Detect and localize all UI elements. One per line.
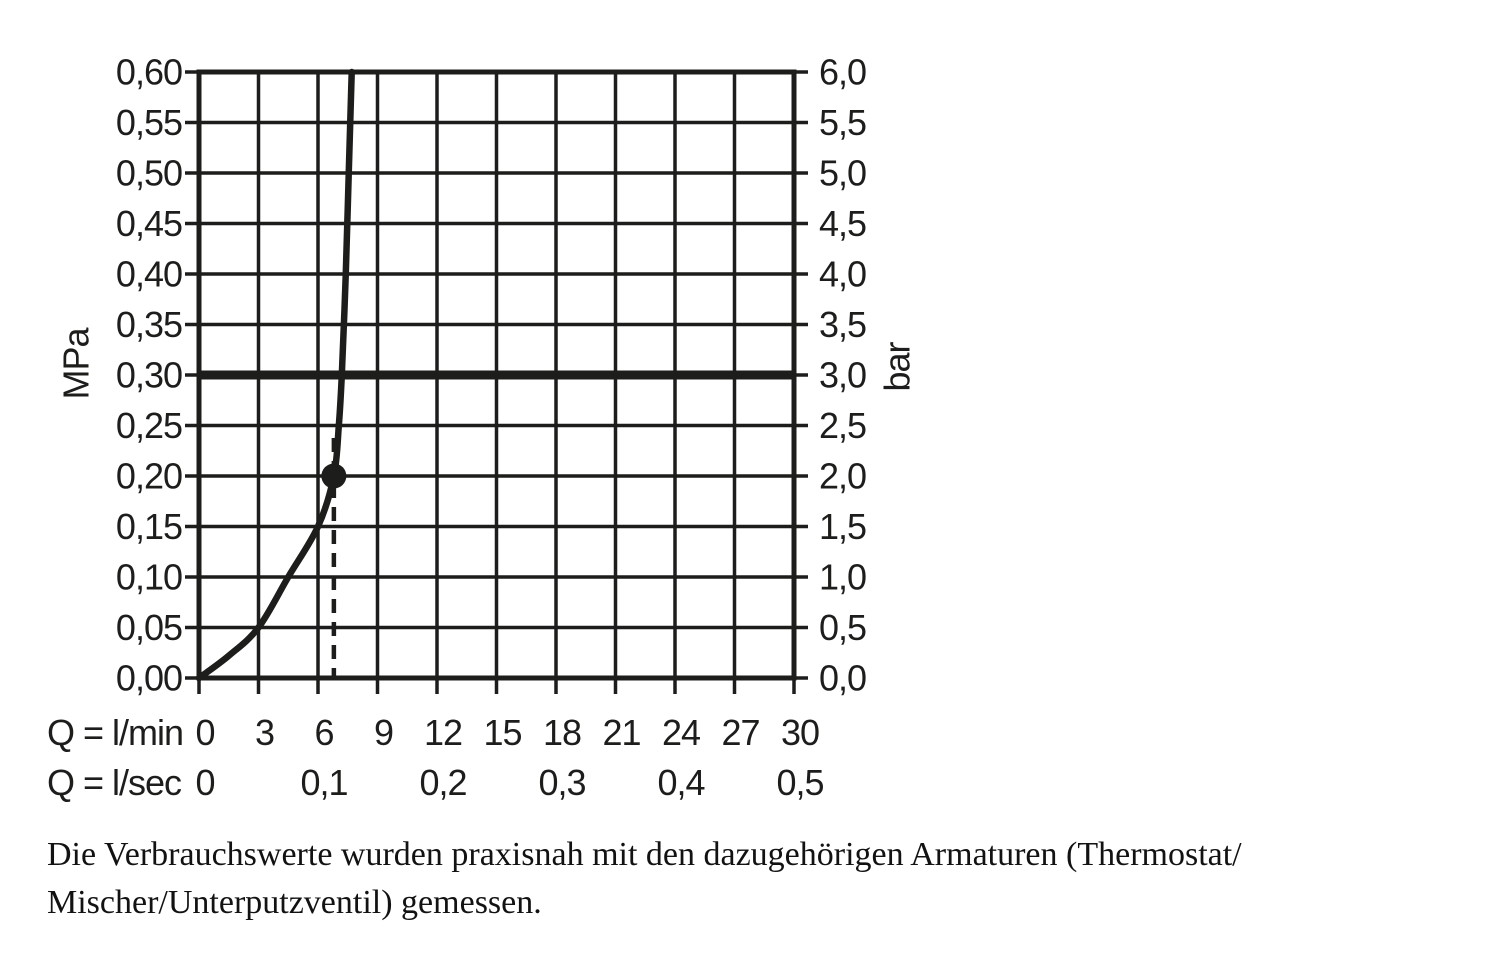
left-axis-tick-label: 0,45 bbox=[116, 203, 182, 244]
flow-chart: 0,60 6,00,55 5,50,50 5,00,45 4,50,40 4,00,35 3… bbox=[47, 52, 918, 804]
left-axis-tick-label: 0,30 bbox=[116, 355, 182, 396]
x-axis-lsec-tick-label: 0 bbox=[195, 762, 214, 803]
right-axis-tick-label: 5,5 bbox=[819, 102, 866, 143]
flow-curve bbox=[195, 68, 355, 682]
left-axis-tick-label: 0,10 bbox=[116, 557, 182, 598]
left-axis-tick-label: 0,05 bbox=[116, 607, 182, 648]
right-axis-unit-label: bar bbox=[877, 341, 918, 391]
x-axis-lmin-tick-label: 21 bbox=[602, 712, 640, 753]
caption-line-2: Mischer/Unterputzventil) gemessen. bbox=[47, 884, 542, 921]
left-axis-tick-label: 0,60 bbox=[116, 52, 182, 93]
x-axis-lmin-tick-label: 0 bbox=[195, 712, 214, 753]
right-axis-tick-label: 3,0 bbox=[819, 355, 866, 396]
caption: Die Verbrauchswerte wurden praxisnah mit… bbox=[47, 831, 1407, 927]
x-axis-lsec-tick-label: 0,2 bbox=[419, 762, 466, 803]
right-axis-tick-label: 4,5 bbox=[819, 203, 866, 244]
right-axis-tick-label: 2,5 bbox=[819, 405, 866, 446]
x-axis-lsec-tick-label: 0,4 bbox=[657, 762, 704, 803]
x-axis-lmin-tick-label: 30 bbox=[781, 712, 819, 753]
left-axis-tick-label: 0,25 bbox=[116, 405, 182, 446]
x-axis-lmin-tick-label: 9 bbox=[374, 712, 393, 753]
x-axis-lmin-tick-label: 24 bbox=[662, 712, 700, 753]
x-axis-lsec-label: Q = l/sec bbox=[47, 762, 182, 803]
right-axis-tick-label: 0,5 bbox=[819, 607, 866, 648]
right-axis-tick-label: 2,0 bbox=[819, 456, 866, 497]
left-axis-tick-label: 0,50 bbox=[116, 153, 182, 194]
flow-marker-dot bbox=[321, 463, 347, 489]
x-axis-lmin-tick-label: 18 bbox=[543, 712, 581, 753]
left-axis-tick-label: 0,35 bbox=[116, 304, 182, 345]
caption-line-1: Die Verbrauchswerte wurden praxisnah mit… bbox=[47, 836, 1242, 873]
x-axis-lmin-tick-label: 12 bbox=[424, 712, 462, 753]
left-axis-unit-label: MPa bbox=[56, 327, 97, 400]
right-axis-tick-label: 6,0 bbox=[819, 52, 866, 93]
right-axis-tick-label: 0,0 bbox=[819, 658, 866, 699]
x-axis-lmin-tick-label: 15 bbox=[483, 712, 521, 753]
right-axis-tick-label: 1,5 bbox=[819, 506, 866, 547]
right-axis-tick-label: 5,0 bbox=[819, 153, 866, 194]
x-axis-lmin-tick-label: 27 bbox=[721, 712, 759, 753]
x-axis-lmin-tick-label: 6 bbox=[314, 712, 333, 753]
x-axis-lmin-tick-label: 3 bbox=[255, 712, 274, 753]
x-axis-lsec-tick-label: 0,5 bbox=[776, 762, 823, 803]
left-axis-tick-label: 0,55 bbox=[116, 102, 182, 143]
left-axis-tick-label: 0,15 bbox=[116, 506, 182, 547]
right-axis-tick-label: 1,0 bbox=[819, 557, 866, 598]
left-axis-tick-label: 0,40 bbox=[116, 254, 182, 295]
right-axis-tick-label: 4,0 bbox=[819, 254, 866, 295]
left-axis-tick-label: 0,20 bbox=[116, 456, 182, 497]
x-axis-lsec-tick-label: 0,1 bbox=[300, 762, 347, 803]
x-axis-lsec-tick-label: 0,3 bbox=[538, 762, 585, 803]
left-axis-tick-label: 0,00 bbox=[116, 658, 182, 699]
right-axis-tick-label: 3,5 bbox=[819, 304, 866, 345]
x-axis-lmin-label: Q = l/min bbox=[47, 712, 183, 753]
